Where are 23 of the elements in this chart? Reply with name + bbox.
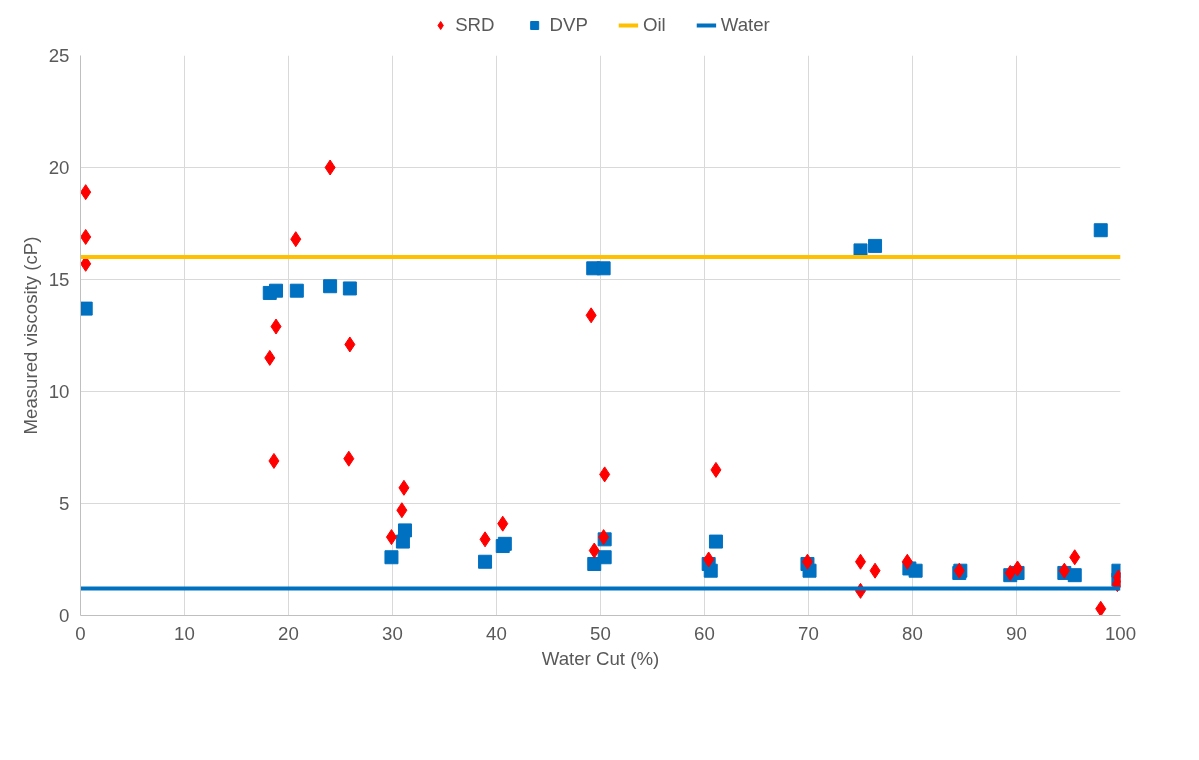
x-tick-label: 50: [590, 622, 611, 644]
x-tick-label: 60: [694, 622, 715, 644]
x-tick-label: 0: [75, 622, 86, 644]
x-tick-label: 90: [1006, 622, 1027, 644]
x-tick-label: 30: [382, 622, 403, 644]
y-tick-label: 5: [59, 493, 70, 514]
x-tick-label: 20: [278, 622, 299, 644]
legend-label: SRD: [455, 14, 495, 36]
y-tick-label: 0: [59, 605, 70, 626]
y-axis-title: Measured viscosity (cP): [19, 236, 41, 435]
y-tick-label: 10: [48, 381, 70, 402]
y-tick-label: 15: [48, 269, 70, 290]
y-tick-label: 20: [48, 157, 70, 178]
x-tick-label: 10: [174, 622, 195, 644]
legend-label: Water: [720, 14, 770, 36]
legend-label: DVP: [549, 14, 588, 36]
x-tick-label: 80: [902, 622, 923, 644]
x-axis-title: Water Cut (%): [541, 647, 660, 669]
x-tick-label: 70: [798, 622, 819, 644]
legend-label: Oil: [642, 14, 666, 36]
x-tick-label: 100: [1104, 622, 1137, 644]
x-tick-label: 40: [486, 622, 507, 644]
y-tick-label: 25: [48, 45, 70, 66]
